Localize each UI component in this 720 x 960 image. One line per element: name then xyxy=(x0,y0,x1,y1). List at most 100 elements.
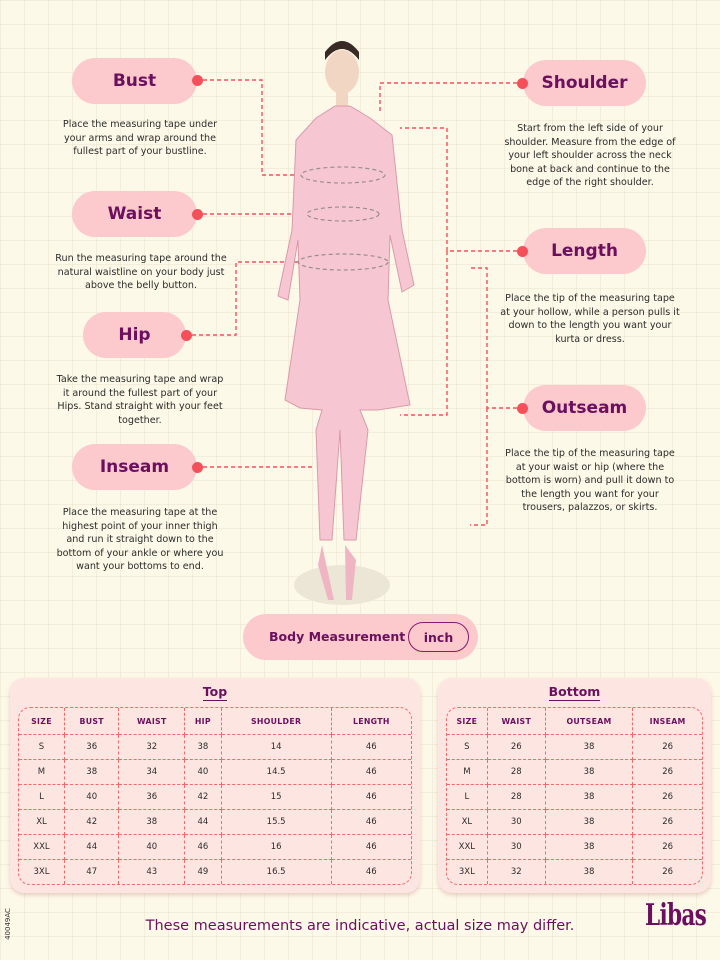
table-cell: M xyxy=(447,759,488,785)
length-label-pill: Length xyxy=(523,228,646,274)
bust-description: Place the measuring tape under your arms… xyxy=(62,119,218,157)
column-header: SIZE xyxy=(19,708,65,735)
table-row: S 26 38 26 xyxy=(447,734,702,760)
table-row: L 40 36 42 15 46 xyxy=(19,784,411,810)
table-cell: 26 xyxy=(632,809,702,835)
table-cell: XXL xyxy=(19,834,65,860)
table-cell: 26 xyxy=(632,759,702,785)
waist-label-pill: Waist xyxy=(72,191,197,237)
column-header: LENGTH xyxy=(330,708,411,735)
table-row: S 36 32 38 14 46 xyxy=(19,734,411,760)
table-cell: 26 xyxy=(632,834,702,860)
hip-label-pill: Hip xyxy=(83,312,186,358)
column-header: OUTSEAM xyxy=(544,708,634,735)
disclaimer-text: These measurements are indicative, actua… xyxy=(145,918,575,934)
table-cell: S xyxy=(19,734,65,760)
connector-dot xyxy=(181,330,192,341)
table-cell: 46 xyxy=(330,784,411,810)
table-cell: 46 xyxy=(330,859,411,884)
waist-label: Waist xyxy=(107,204,162,224)
table-cell: 38 xyxy=(544,784,634,810)
table-cell: 15.5 xyxy=(220,809,332,835)
waist-description: Run the measuring tape around the natura… xyxy=(55,253,227,291)
hip-label: Hip xyxy=(118,325,151,345)
table-cell: 32 xyxy=(118,734,186,760)
table-cell: 36 xyxy=(63,734,120,760)
table-cell: 44 xyxy=(63,834,120,860)
shoulder-label-pill: Shoulder xyxy=(523,60,646,106)
column-header: SIZE xyxy=(447,708,488,735)
length-description: Place the tip of the measuring tape at y… xyxy=(500,293,680,345)
table-cell: XXL xyxy=(447,834,488,860)
table-cell: 28 xyxy=(486,759,546,785)
table-cell: 34 xyxy=(118,759,186,785)
length-label: Length xyxy=(551,241,618,261)
table-cell: XL xyxy=(19,809,65,835)
table-cell: 26 xyxy=(632,784,702,810)
table-cell: 43 xyxy=(118,859,186,884)
table-row: M 38 34 40 14.5 46 xyxy=(19,759,411,785)
product-code: 40049AC xyxy=(3,908,12,940)
body-measurement-label: Body Measurement xyxy=(269,629,406,644)
model-illustration xyxy=(277,41,415,605)
table-row: XXL 44 40 46 16 46 xyxy=(19,834,411,860)
connector-dot xyxy=(517,78,528,89)
table-cell: 46 xyxy=(330,759,411,785)
table-cell: 38 xyxy=(544,859,634,884)
table-cell: XL xyxy=(447,809,488,835)
table-cell: 46 xyxy=(330,734,411,760)
column-header: BUST xyxy=(63,708,120,735)
bottom-size-card: Bottom SIZE WAIST OUTSEAM INSEAM S 26 38 26 M 28 3… xyxy=(438,678,711,893)
table-cell: 16 xyxy=(220,834,332,860)
bust-label: Bust xyxy=(112,71,157,91)
table-row: 3XL 32 38 26 xyxy=(447,859,702,884)
bottom-size-table: SIZE WAIST OUTSEAM INSEAM S 26 38 26 M 28 38 26 L 28 3… xyxy=(447,708,702,884)
table-cell: 38 xyxy=(544,759,634,785)
table-cell: 40 xyxy=(118,834,186,860)
table-cell: 16.5 xyxy=(220,859,332,884)
column-header: HIP xyxy=(184,708,222,735)
connector-dot xyxy=(192,75,203,86)
outseam-label-pill: Outseam xyxy=(523,385,646,431)
table-cell: 26 xyxy=(632,859,702,884)
table-cell: 38 xyxy=(118,809,186,835)
table-cell: 38 xyxy=(63,759,120,785)
table-cell: 3XL xyxy=(19,859,65,884)
table-cell: 26 xyxy=(632,734,702,760)
libas-logo: Libas xyxy=(645,898,707,933)
table-cell: 46 xyxy=(330,809,411,835)
outseam-description: Place the tip of the measuring tape at y… xyxy=(505,448,675,513)
table-cell: M xyxy=(19,759,65,785)
inseam-label-pill: Inseam xyxy=(72,444,197,490)
table-row: M 28 38 26 xyxy=(447,759,702,785)
outseam-label: Outseam xyxy=(541,398,628,418)
table-row: XL 42 38 44 15.5 46 xyxy=(19,809,411,835)
top-size-table: SIZE BUST WAIST HIP SHOULDER LENGTH S 36 32 38 14 4… xyxy=(19,708,411,884)
table-cell: 42 xyxy=(63,809,120,835)
table-cell: 40 xyxy=(63,784,120,810)
table-cell: 38 xyxy=(544,734,634,760)
connector-dot xyxy=(517,246,528,257)
table-cell: 14 xyxy=(220,734,332,760)
table-cell: 14.5 xyxy=(220,759,332,785)
table-cell: 38 xyxy=(544,809,634,835)
table-cell: 36 xyxy=(118,784,186,810)
connector-dot xyxy=(192,462,203,473)
unit-toggle-button[interactable]: inch xyxy=(408,622,469,652)
table-header-row: SIZE BUST WAIST HIP SHOULDER LENGTH xyxy=(19,708,411,735)
table-cell: 46 xyxy=(330,834,411,860)
table-cell: 46 xyxy=(184,834,222,860)
hip-description: Take the measuring tape and wrap it arou… xyxy=(56,374,224,426)
table-cell: 49 xyxy=(184,859,222,884)
inseam-label: Inseam xyxy=(99,457,170,477)
table-row: XXL 30 38 26 xyxy=(447,834,702,860)
table-row: L 28 38 26 xyxy=(447,784,702,810)
table-cell: 38 xyxy=(544,834,634,860)
top-size-card: Top SIZE BUST WAIST HIP SHOULDER LENGTH S 36 32 3… xyxy=(10,678,420,893)
column-header: INSEAM xyxy=(632,708,702,735)
table-cell: 44 xyxy=(184,809,222,835)
table-cell: 26 xyxy=(486,734,546,760)
top-table-title: Top xyxy=(202,684,228,701)
table-cell: 32 xyxy=(486,859,546,884)
